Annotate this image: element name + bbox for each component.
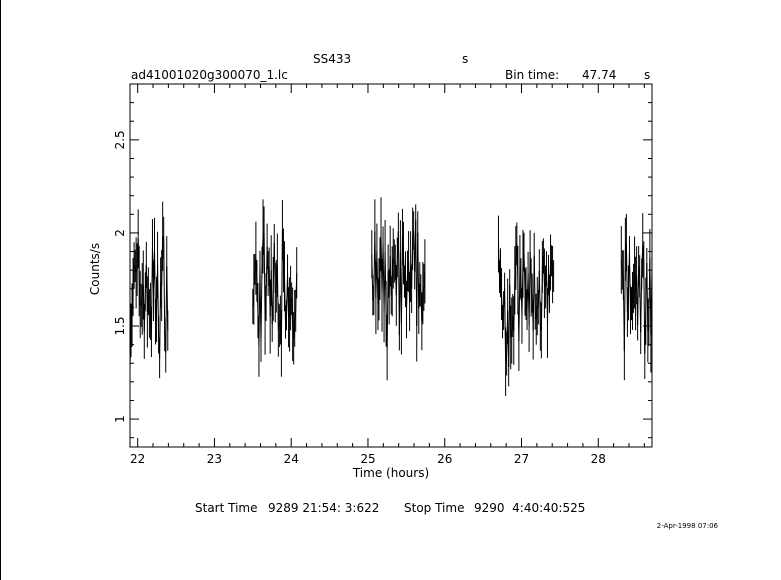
x-tick-label: 22 <box>130 452 145 466</box>
x-tick-label: 23 <box>207 452 222 466</box>
x-tick-label: 27 <box>514 452 529 466</box>
y-tick-label: 2.5 <box>113 130 127 149</box>
object-suffix: s <box>462 52 468 66</box>
start-time-label: Start Time <box>195 501 258 515</box>
y-tick-label: 1 <box>113 415 127 423</box>
date-stamp: 2-Apr-1998 07:06 <box>657 522 719 530</box>
plot-frame <box>129 83 653 448</box>
axis-ticks: 22 23 24 25 26 27 28 1 1.5 2 2.5 <box>113 83 652 466</box>
y-axis-label: Counts/s <box>88 243 102 295</box>
x-axis-label: Time (hours) <box>352 466 429 480</box>
x-tick-label: 26 <box>437 452 452 466</box>
window-left-border <box>0 0 1 580</box>
x-tick-label: 25 <box>360 452 375 466</box>
object-name: SS433 <box>313 52 351 66</box>
x-tick-label: 24 <box>284 452 299 466</box>
data-series <box>129 197 653 396</box>
x-tick-label: 28 <box>591 452 606 466</box>
stop-time-value: 9290 4:40:40:525 <box>474 501 585 515</box>
start-time-value: 9289 21:54: 3:622 <box>268 501 379 515</box>
bin-time-value: 47.74 <box>582 68 616 82</box>
stop-time-label: Stop Time <box>404 501 464 515</box>
y-tick-label: 2 <box>113 229 127 237</box>
y-tick-label: 1.5 <box>113 316 127 335</box>
file-name: ad41001020g300070_1.lc <box>131 68 288 82</box>
bin-time-label: Bin time: <box>505 68 559 82</box>
bin-time-unit: s <box>644 68 650 82</box>
